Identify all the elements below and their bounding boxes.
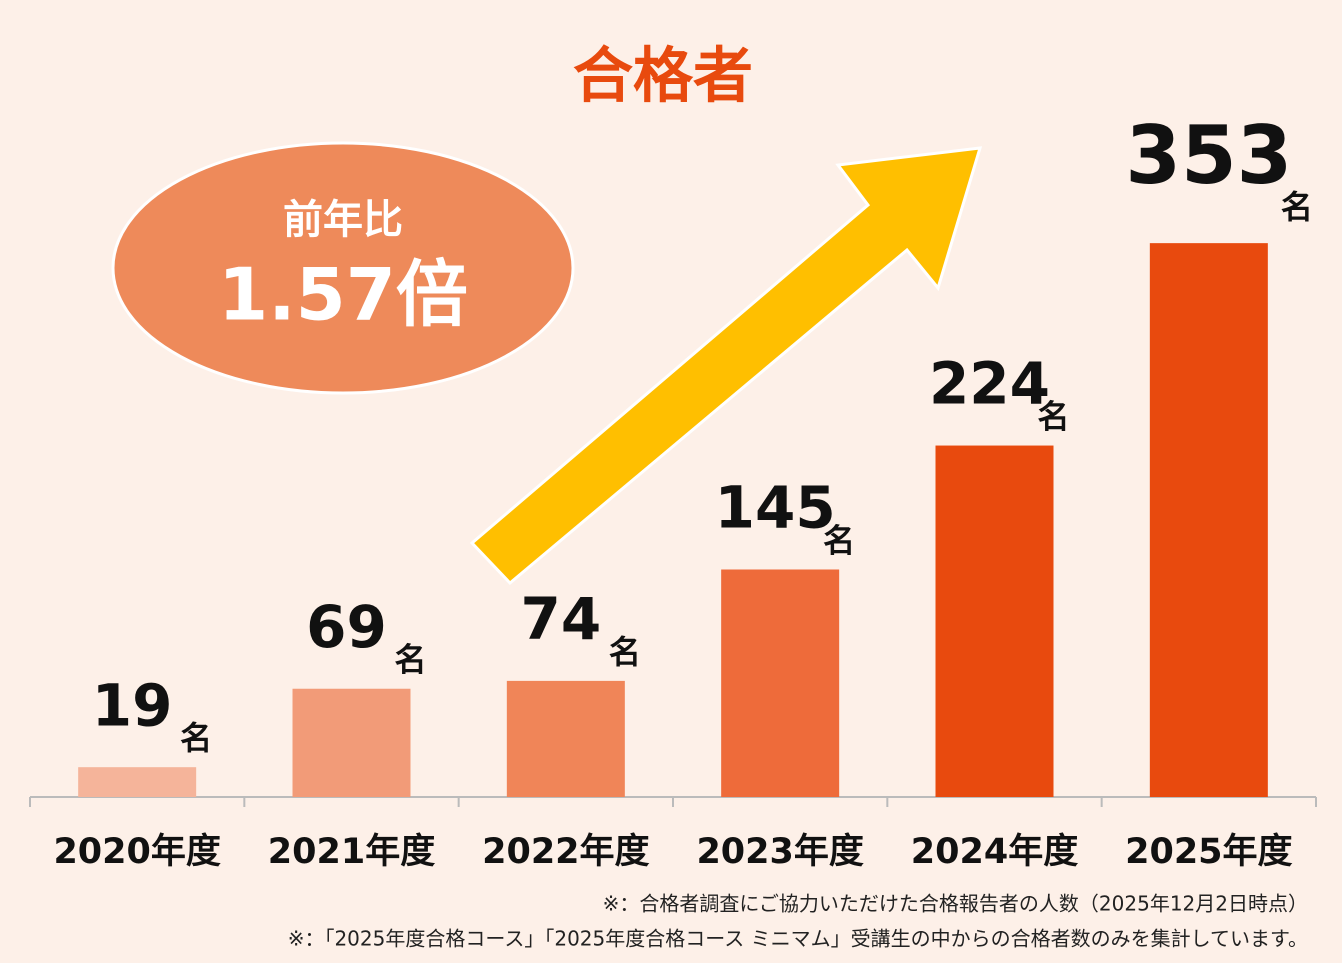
value-unit: 名 (609, 633, 641, 671)
value-unit: 名 (1037, 398, 1069, 436)
value-label: 74 (520, 585, 601, 653)
highlight-bubble (111, 141, 575, 395)
value-unit: 名 (180, 719, 212, 757)
x-tick-label: 2022年度 (482, 832, 649, 872)
bar (78, 767, 197, 797)
bubble-value: 1.57倍 (218, 253, 468, 337)
x-tick-label: 2024年度 (911, 832, 1078, 872)
value-label: 69 (306, 593, 387, 661)
bubble-label: 前年比 (283, 197, 403, 243)
x-tick-label: 2020年度 (53, 832, 220, 872)
bar (1149, 243, 1268, 797)
footnote: ※：合格者調査にご協力いただけた合格報告者の人数（2025年12月2日時点） (603, 892, 1308, 916)
value-unit: 名 (394, 641, 426, 679)
footnote: ※：「2025年度合格コース」「2025年度合格コース ミニマム」受講生の中から… (288, 927, 1308, 951)
x-tick-label: 2021年度 (268, 832, 435, 872)
value-label: 19 (92, 671, 173, 739)
chart-title: 合格者 (573, 42, 753, 112)
growth-arrow (469, 146, 983, 586)
bar (292, 688, 411, 797)
value-label: 224 (929, 350, 1050, 418)
x-tick-label: 2023年度 (696, 832, 863, 872)
value-label: 145 (715, 474, 836, 542)
bar (506, 680, 625, 797)
bar (721, 569, 840, 797)
value-label: 353 (1125, 109, 1292, 202)
value-unit: 名 (1281, 188, 1313, 226)
bar (935, 445, 1054, 797)
x-tick-label: 2025年度 (1125, 832, 1292, 872)
value-unit: 名 (823, 521, 855, 559)
